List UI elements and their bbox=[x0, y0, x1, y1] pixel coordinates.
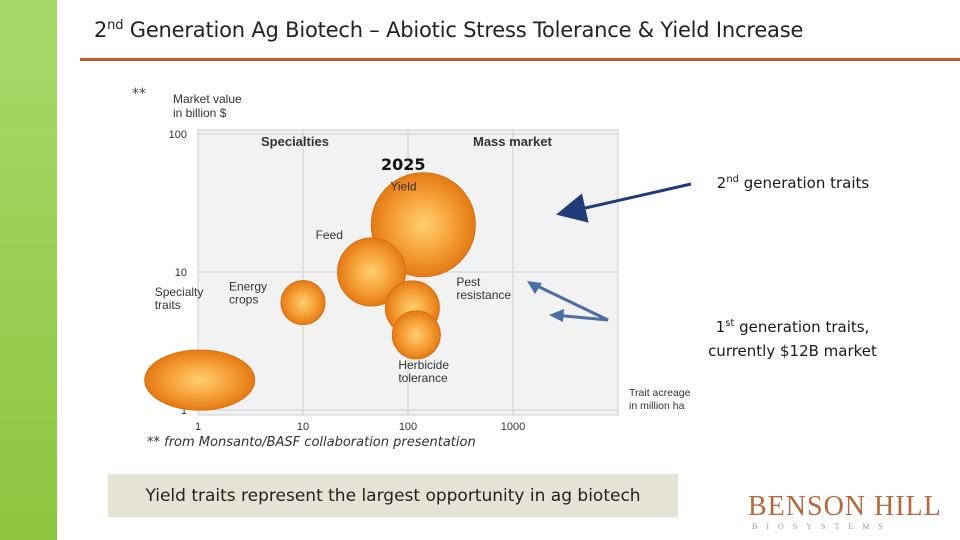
bubble-label-specialty-traits: Specialty traits bbox=[155, 285, 204, 312]
y-axis-label: Market value in billion $ bbox=[173, 92, 245, 120]
bubble-energy-crops bbox=[280, 280, 326, 326]
arrow-1st-generation bbox=[530, 281, 609, 322]
arrow-2nd-generation bbox=[556, 182, 692, 223]
bubble-label-pest-resistance: Pest resistance bbox=[456, 275, 511, 302]
sidebar-accent bbox=[0, 0, 57, 540]
bubble-label-herbicide-tolerance: Herbicide tolerance bbox=[398, 358, 449, 385]
bubble-label-energy-crops: Energy crops bbox=[229, 280, 267, 307]
region-label-mass-market: Mass market bbox=[473, 134, 552, 149]
x-tick-label: 10 bbox=[297, 421, 309, 433]
callout-2nd-generation: 2nd generation traits bbox=[716, 174, 870, 192]
footnote: ** from Monsanto/BASF collaboration pres… bbox=[147, 435, 476, 450]
y-tick-label: 100 bbox=[169, 129, 187, 141]
slide-title: 2nd Generation Ag Biotech – Abiotic Stre… bbox=[94, 18, 804, 42]
bubble-herbicide-tolerance bbox=[391, 310, 441, 360]
title-divider bbox=[80, 58, 960, 61]
marker-asterisks: ** bbox=[132, 86, 146, 102]
benson-hill-logo: BENSON HILL BIOSYSTEMS bbox=[748, 491, 942, 532]
x-tick-label: 1000 bbox=[501, 421, 525, 433]
y-tick-label: 1 bbox=[181, 405, 187, 417]
bubble-label-yield: Yield bbox=[390, 180, 416, 194]
region-label-specialties: Specialties bbox=[261, 134, 329, 149]
arrowhead-pest bbox=[527, 281, 542, 294]
x-tick-label: 1 bbox=[195, 421, 201, 433]
logo-wordmark: BENSON HILL bbox=[748, 491, 942, 522]
year-label: 2025 bbox=[381, 155, 426, 174]
caption-text: Yield traits represent the largest oppor… bbox=[145, 485, 641, 506]
y-tick-label: 10 bbox=[175, 267, 187, 279]
x-axis-label: Trait acreage in million ha bbox=[629, 387, 693, 412]
logo-tagline: BIOSYSTEMS bbox=[752, 522, 892, 531]
bubble-label-feed: Feed bbox=[316, 228, 343, 242]
callout-1st-generation: 1st generation traits, currently $12B ma… bbox=[708, 318, 877, 360]
bubble-feed bbox=[337, 237, 407, 307]
bubble-specialty-traits bbox=[144, 349, 256, 411]
caption-box: Yield traits represent the largest oppor… bbox=[108, 474, 678, 517]
bubble-chart: ** 1 10 100 1000 100 10 1 Market value in bill… bbox=[132, 86, 693, 450]
x-tick-label: 100 bbox=[399, 421, 417, 433]
arrowhead-herbicide bbox=[549, 309, 564, 322]
